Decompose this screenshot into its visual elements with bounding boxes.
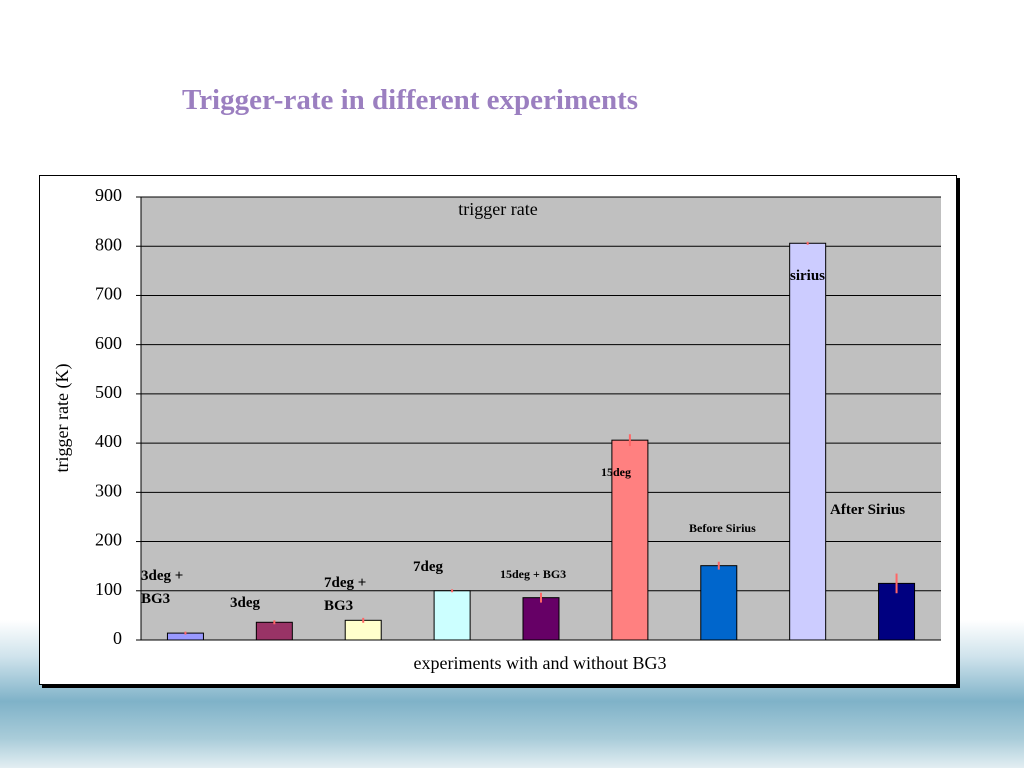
bar-label: After Sirius — [830, 502, 906, 518]
bar-label: 15deg + BG3 — [500, 567, 567, 581]
y-tick-label: 900 — [95, 185, 122, 205]
bar-label: 3deg — [230, 595, 260, 611]
bar-label: 7deg + BG3 — [324, 575, 367, 614]
y-tick-label: 100 — [95, 579, 122, 599]
bar — [789, 242, 827, 641]
x-axis-label: experiments with and without BG3 — [414, 653, 667, 673]
bar-label: 15deg — [601, 465, 631, 479]
bar-label: 7deg — [413, 559, 443, 575]
y-tick-label: 500 — [95, 382, 122, 402]
y-tick-label: 400 — [95, 431, 122, 451]
y-tick-label: 0 — [113, 628, 122, 648]
bar — [700, 565, 738, 641]
y-tick-label: 300 — [95, 480, 122, 500]
bar-label: Before Sirius — [689, 521, 756, 535]
y-axis-label: trigger rate (K) — [52, 364, 73, 473]
bar — [522, 597, 560, 641]
bar — [433, 590, 471, 641]
y-tick-label: 200 — [95, 530, 122, 550]
chart-title: trigger rate — [458, 199, 537, 219]
y-tick-label: 600 — [95, 333, 122, 353]
y-tick-label: 800 — [95, 234, 122, 254]
bar-label: sirius — [790, 268, 826, 284]
bar — [344, 619, 382, 641]
bar-label: 3deg + BG3 — [141, 568, 184, 607]
slide-title: Trigger-rate in different experiments — [182, 84, 639, 116]
bar — [255, 621, 293, 641]
y-tick-label: 700 — [95, 284, 122, 304]
